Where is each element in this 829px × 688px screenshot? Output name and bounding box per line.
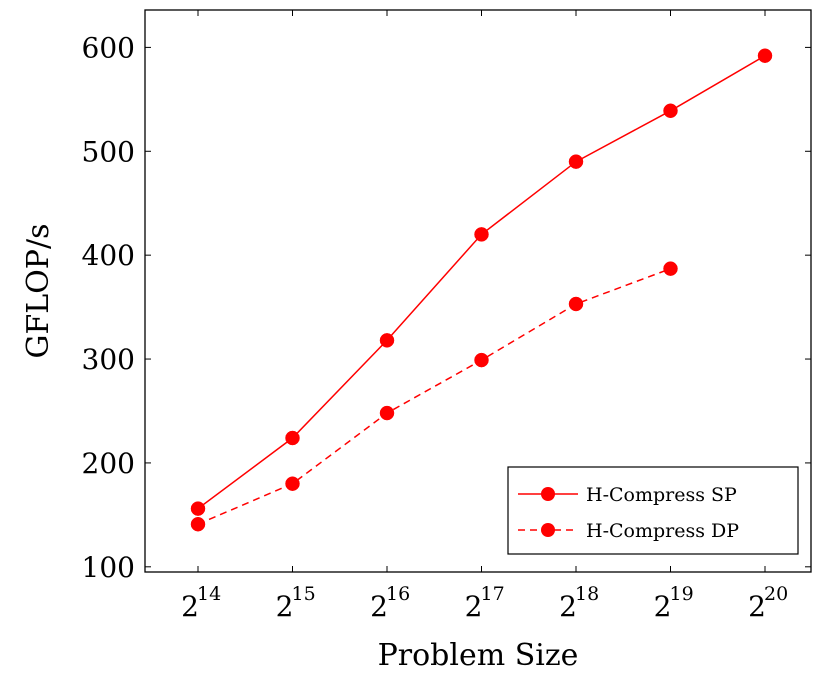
data-point [474,227,489,242]
data-point [379,333,395,348]
x-tick-exponent: 14 [197,583,221,605]
legend-box [507,466,799,555]
y-axis-ticks: 100 200 300 400 500 600 [82,31,811,584]
x-tick-exponent: 19 [670,583,694,605]
series-line [197,55,766,510]
data-point [568,154,584,169]
x-tick-label: 2 [559,590,577,623]
x-tick-label: 2 [276,590,294,623]
y-tick-label: 500 [82,135,135,168]
x-tick-label: 2 [748,590,766,623]
y-tick-label: 300 [82,343,135,376]
series-1 [190,48,773,516]
y-axis-label: GFLOP/s [21,224,56,359]
y-tick-label: 600 [82,31,135,64]
x-tick-exponent: 18 [575,583,599,605]
data-point [568,296,584,312]
y-tick-label: 100 [82,551,135,584]
data-point [379,405,395,421]
data-point [190,501,206,516]
x-tick-label: 2 [181,590,199,623]
series-2 [190,261,678,532]
x-tick-label: 2 [465,590,483,623]
x-tick-exponent: 15 [292,583,316,605]
x-tick-exponent: 20 [764,583,788,605]
data-point [757,48,773,63]
legend: H-Compress SP H-Compress DP [507,466,799,555]
data-series [190,48,773,532]
x-axis-ticks: 214 215 216 217 218 219 220 [181,10,788,623]
series-line [197,267,671,525]
data-point [285,476,300,491]
data-point [285,430,300,446]
y-tick-label: 400 [82,239,135,272]
legend-label: H-Compress SP [586,484,737,506]
y-tick-label: 200 [82,447,135,480]
data-point [190,516,206,532]
x-tick-label: 2 [654,590,672,623]
legend-marker [541,487,555,501]
data-point [474,352,489,368]
data-point [663,103,678,119]
x-tick-label: 2 [370,590,388,623]
x-tick-exponent: 16 [386,583,410,605]
x-axis-label: Problem Size [378,638,579,673]
x-tick-exponent: 17 [481,583,505,605]
data-point [663,261,678,276]
plot-frame [144,9,812,573]
legend-label: H-Compress DP [586,520,739,542]
legend-marker [541,523,555,537]
